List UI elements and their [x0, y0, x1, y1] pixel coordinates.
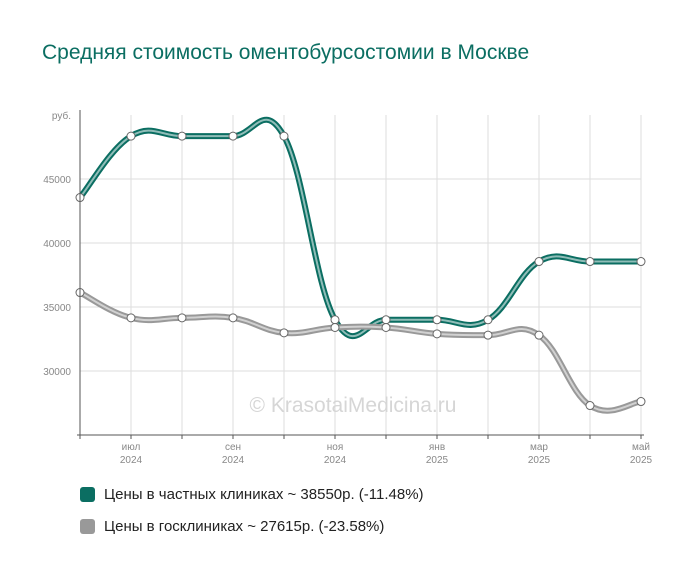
data-point-private [126, 131, 136, 141]
y-tick-label: 35000 [43, 303, 71, 314]
data-point-private [381, 315, 391, 325]
x-tick-label-year: 2025 [426, 455, 449, 466]
data-point-private [279, 131, 289, 141]
series-layer [77, 116, 644, 414]
legend-label-public: Цены в госклиниках ~ 27615р. (-23.58%) [104, 517, 385, 535]
watermark: © KrasotaiMedicina.ru [250, 394, 457, 417]
chart-title: Средняя стоимость оментобурсостомии в Мо… [42, 41, 530, 64]
data-point-private [228, 131, 238, 141]
series-line-highlight-private [79, 118, 641, 338]
points-layer [75, 131, 646, 411]
data-point-private [330, 315, 340, 325]
line-chart: © KrasotaiMedicina.ru 30000 35000 40000 450… [43, 110, 653, 466]
x-tick-label-year: 2025 [630, 455, 653, 466]
data-point-public [381, 322, 391, 332]
data-point-public [636, 397, 646, 407]
x-tick-label-month: янв [429, 442, 445, 453]
data-point-private [432, 315, 442, 325]
y-tick-label: 30000 [43, 367, 71, 378]
data-point-private [636, 257, 646, 267]
x-tick-label-year: 2024 [120, 455, 143, 466]
legend-item-private[interactable]: Цены в частных клиниках ~ 38550р. (-11.4… [80, 484, 424, 504]
x-tick-label-year: 2024 [324, 455, 347, 466]
data-point-private [585, 257, 595, 267]
data-point-public [177, 313, 187, 323]
data-point-private [177, 131, 187, 141]
data-point-public [126, 313, 136, 323]
legend-item-public[interactable]: Цены в госклиниках ~ 27615р. (-23.58%) [80, 516, 424, 536]
data-point-public [585, 401, 595, 411]
data-point-public [483, 330, 493, 340]
x-tick-label-year: 2025 [528, 455, 551, 466]
data-point-private [483, 315, 493, 325]
legend-swatch-private [80, 486, 95, 502]
data-point-public [330, 322, 340, 332]
y-tick-label: 40000 [43, 239, 71, 250]
data-point-public [432, 329, 442, 339]
data-point-private [534, 257, 544, 267]
x-tick-label-month: май [632, 442, 650, 453]
legend-label-private: Цены в частных клиниках ~ 38550р. (-11.4… [104, 485, 424, 503]
y-tick-label: 45000 [43, 175, 71, 186]
legend: Цены в частных клиниках ~ 38550р. (-11.4… [80, 484, 424, 548]
legend-swatch-public [80, 518, 95, 534]
x-tick-label-month: ноя [327, 442, 344, 453]
series-line-public [77, 289, 644, 414]
grid [79, 115, 642, 435]
x-tick-label-year: 2024 [222, 455, 245, 466]
data-point-public [228, 313, 238, 323]
series-line-private [77, 116, 644, 340]
data-point-public [279, 328, 289, 338]
x-tick-label-month: июл [122, 442, 141, 453]
axes: 30000 35000 40000 45000 руб. июл 2024 сен 2024 но… [43, 110, 653, 466]
y-unit-label: руб. [52, 110, 71, 122]
x-tick-label-month: мар [530, 442, 548, 453]
data-point-public [534, 330, 544, 340]
x-tick-label-month: сен [225, 442, 241, 453]
